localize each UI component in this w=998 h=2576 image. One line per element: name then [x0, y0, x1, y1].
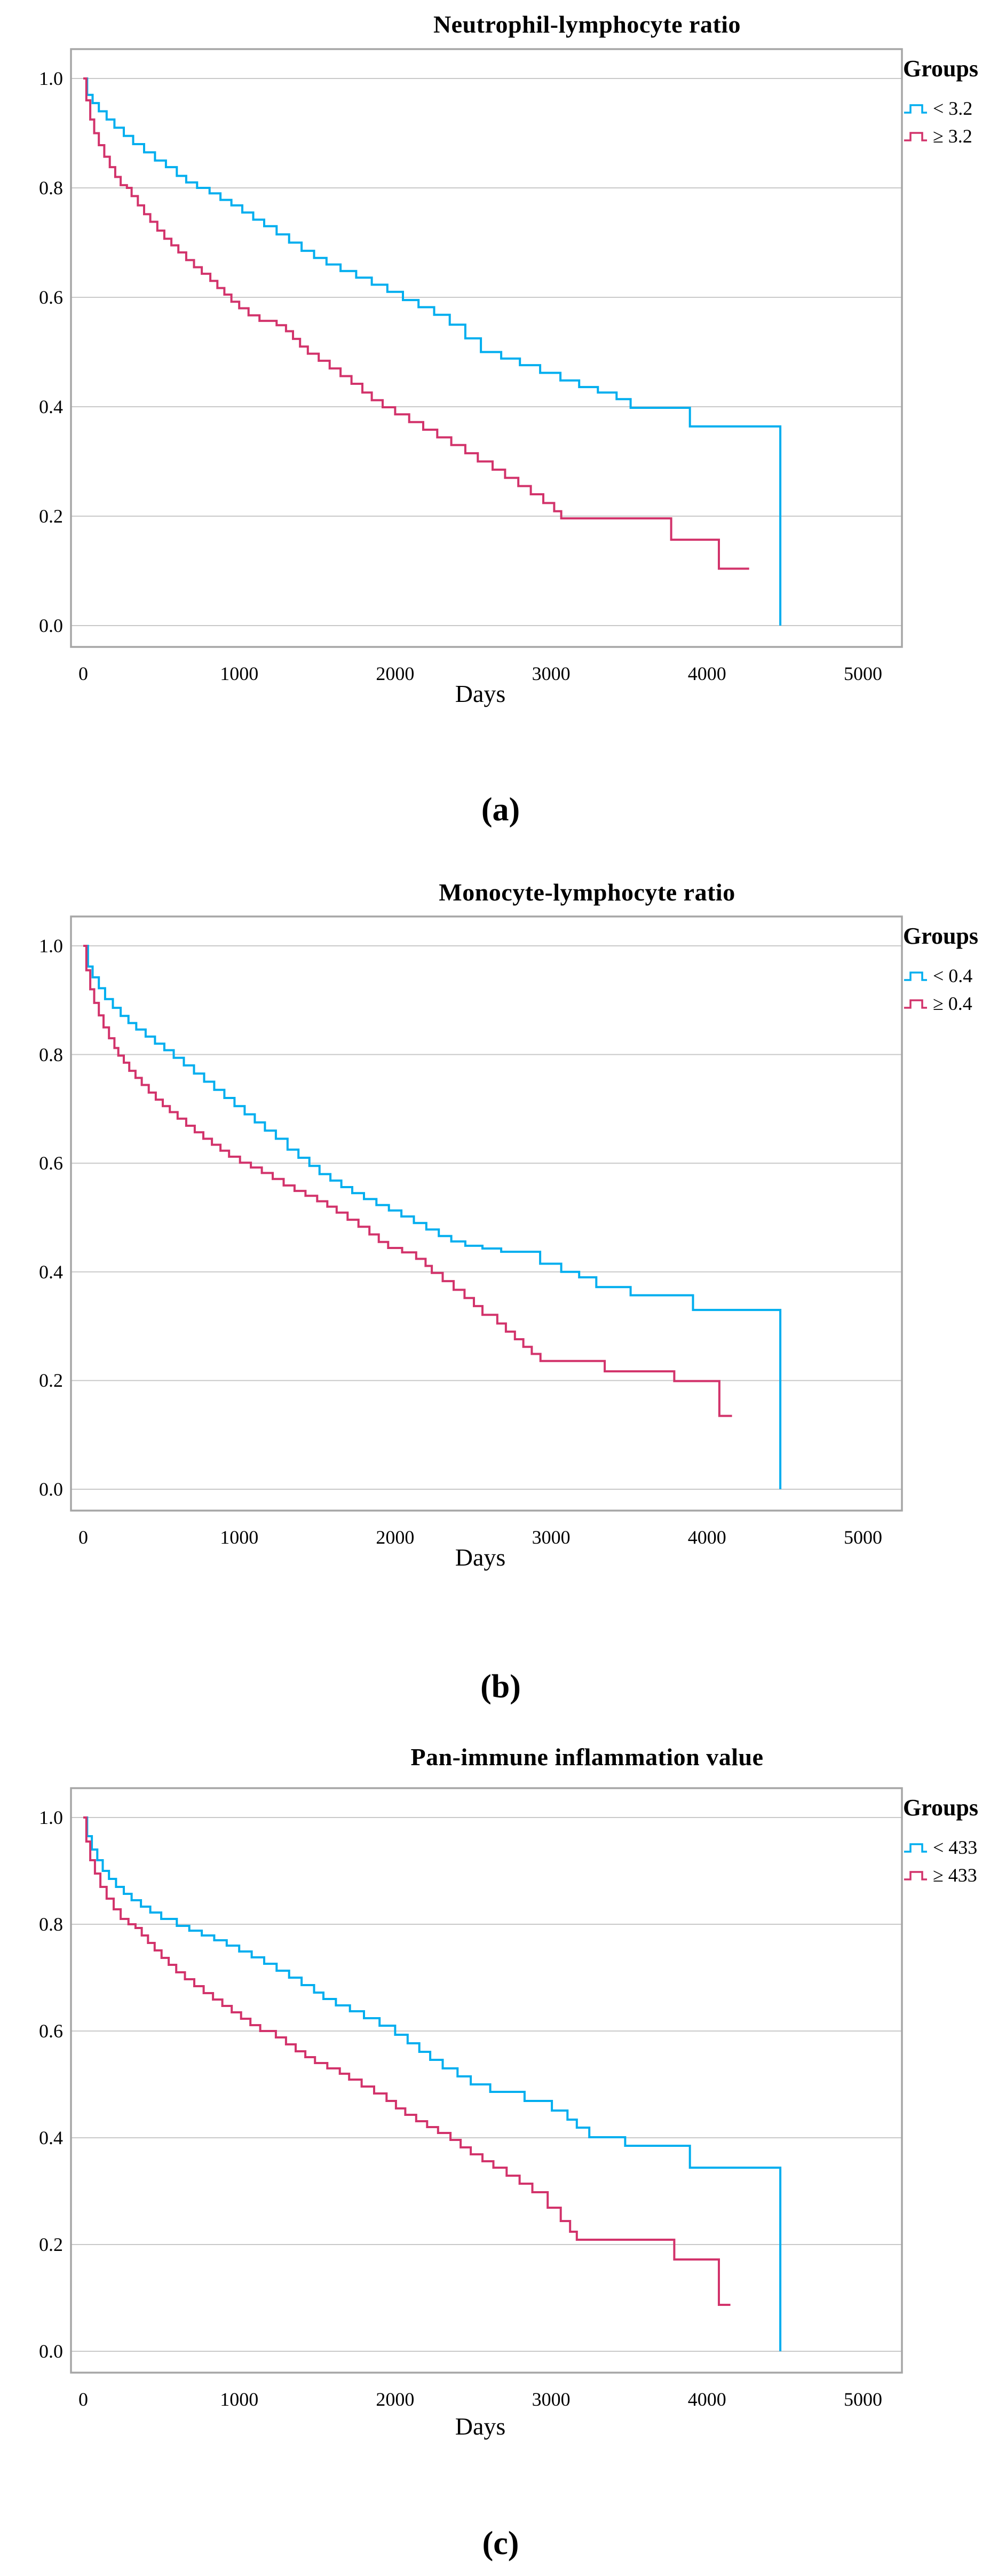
panel-caption-b: (b)	[480, 1669, 521, 1705]
y-tick-label: 0.4	[39, 396, 63, 417]
x-tick-label: 0	[78, 663, 88, 684]
survival-curve-low	[83, 945, 782, 1489]
x-axis-title-a: Days	[455, 680, 506, 707]
legend-b: Groups < 0.4 ≥ 0.4	[903, 923, 998, 1021]
x-tick-label: 5000	[844, 2389, 882, 2410]
survival-curve-high	[83, 945, 732, 1417]
legend-label: ≥ 433	[933, 1864, 977, 1886]
legend-title: Groups	[903, 56, 979, 82]
x-tick-label: 1000	[220, 2389, 259, 2410]
x-tick-label: 0	[78, 2389, 88, 2410]
y-tick-label: 0.8	[39, 1044, 63, 1065]
y-tick-label: 0.2	[39, 1370, 63, 1392]
x-tick-label: 4000	[687, 2389, 726, 2410]
legend-label: < 3.2	[933, 98, 973, 119]
step-line-swatch-icon	[904, 132, 927, 141]
x-axis-title-b: Days	[455, 1544, 506, 1571]
survival-curve-low	[83, 77, 782, 626]
y-tick-label: 1.0	[39, 1807, 63, 1828]
panel-caption-c: (c)	[482, 2525, 519, 2562]
y-tick-label: 0.4	[39, 2127, 63, 2148]
y-tick-label: 1.0	[39, 68, 63, 89]
x-tick-label: 4000	[687, 1527, 726, 1548]
x-tick-label: 5000	[844, 1527, 882, 1548]
step-line-swatch-icon	[904, 1843, 927, 1853]
y-tick-label: 0.8	[39, 1914, 63, 1935]
x-tick-label: 3000	[532, 663, 571, 684]
y-tick-label: 0.2	[39, 505, 63, 527]
legend-title: Groups	[903, 923, 979, 949]
x-axis-title-c: Days	[455, 2413, 506, 2440]
survival-curve-low	[83, 1816, 782, 2351]
plot-frame	[70, 915, 903, 1512]
y-tick-label: 0.0	[39, 1479, 63, 1500]
chart-title-c: Pan-immune inflammation value	[410, 1743, 764, 1771]
legend-title: Groups	[903, 1795, 979, 1821]
plot-frame	[70, 1787, 903, 2374]
panel-caption-a: (a)	[481, 792, 520, 828]
step-line-swatch-icon	[904, 971, 927, 981]
x-tick-label: 1000	[220, 663, 259, 684]
x-tick-label: 4000	[687, 663, 726, 684]
y-tick-label: 0.6	[39, 2020, 63, 2042]
legend-entry-high: ≥ 0.4	[903, 993, 998, 1014]
x-tick-label: 2000	[376, 663, 415, 684]
y-tick-label: 0.0	[39, 615, 63, 636]
legend-entry-low: < 3.2	[903, 98, 998, 119]
y-tick-label: 0.6	[39, 287, 63, 308]
x-tick-label: 2000	[376, 2389, 415, 2410]
legend-label: < 0.4	[933, 965, 973, 986]
y-tick-label: 1.0	[39, 935, 63, 957]
y-tick-label: 0.4	[39, 1261, 63, 1283]
x-tick-label: 3000	[532, 2389, 571, 2410]
x-tick-label: 5000	[844, 663, 882, 684]
legend-entry-low: < 0.4	[903, 965, 998, 986]
legend-label: ≥ 3.2	[933, 125, 972, 147]
legend-label: < 433	[933, 1837, 978, 1858]
chart-title-b: Monocyte-lymphocyte ratio	[439, 879, 735, 906]
legend-label: ≥ 0.4	[933, 993, 972, 1014]
x-tick-label: 2000	[376, 1527, 415, 1548]
step-line-swatch-icon	[904, 1871, 927, 1880]
y-tick-label: 0.0	[39, 2341, 63, 2362]
legend-entry-high: ≥ 433	[903, 1864, 998, 1886]
legend-entry-low: < 433	[903, 1837, 998, 1858]
y-tick-label: 0.8	[39, 177, 63, 199]
step-line-swatch-icon	[904, 999, 927, 1009]
plot-frame	[70, 48, 903, 648]
y-tick-label: 0.6	[39, 1152, 63, 1174]
legend-a: Groups < 3.2 ≥ 3.2	[903, 56, 998, 153]
chart-title-a: Neutrophil-lymphocyte ratio	[433, 11, 741, 38]
x-tick-label: 3000	[532, 1527, 571, 1548]
survival-curve-high	[83, 77, 749, 570]
y-tick-label: 0.2	[39, 2234, 63, 2255]
legend-entry-high: ≥ 3.2	[903, 125, 998, 147]
x-tick-label: 0	[78, 1527, 88, 1548]
step-line-swatch-icon	[904, 104, 927, 114]
survival-curve-high	[83, 1816, 731, 2306]
x-tick-label: 1000	[220, 1527, 259, 1548]
legend-c: Groups < 433 ≥ 433	[903, 1795, 998, 1892]
